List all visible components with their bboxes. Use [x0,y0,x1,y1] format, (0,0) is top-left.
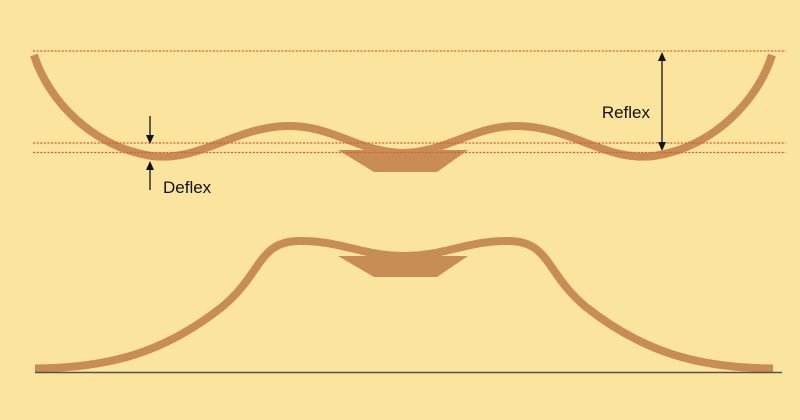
unstrung-bow-profile [30,53,776,172]
deflex-down-arrow-icon [146,116,154,144]
deflex-label: Deflex [163,178,212,197]
unstrung-bow-riser [338,150,468,172]
strung-bow-profile [34,236,782,374]
reflex-extent-arrow-icon [658,52,666,151]
reflex-label: Reflex [602,103,651,122]
unstrung-bow-limbs [30,53,776,161]
strung-bow-riser [338,256,468,277]
deflex-up-arrow-icon [146,161,154,190]
